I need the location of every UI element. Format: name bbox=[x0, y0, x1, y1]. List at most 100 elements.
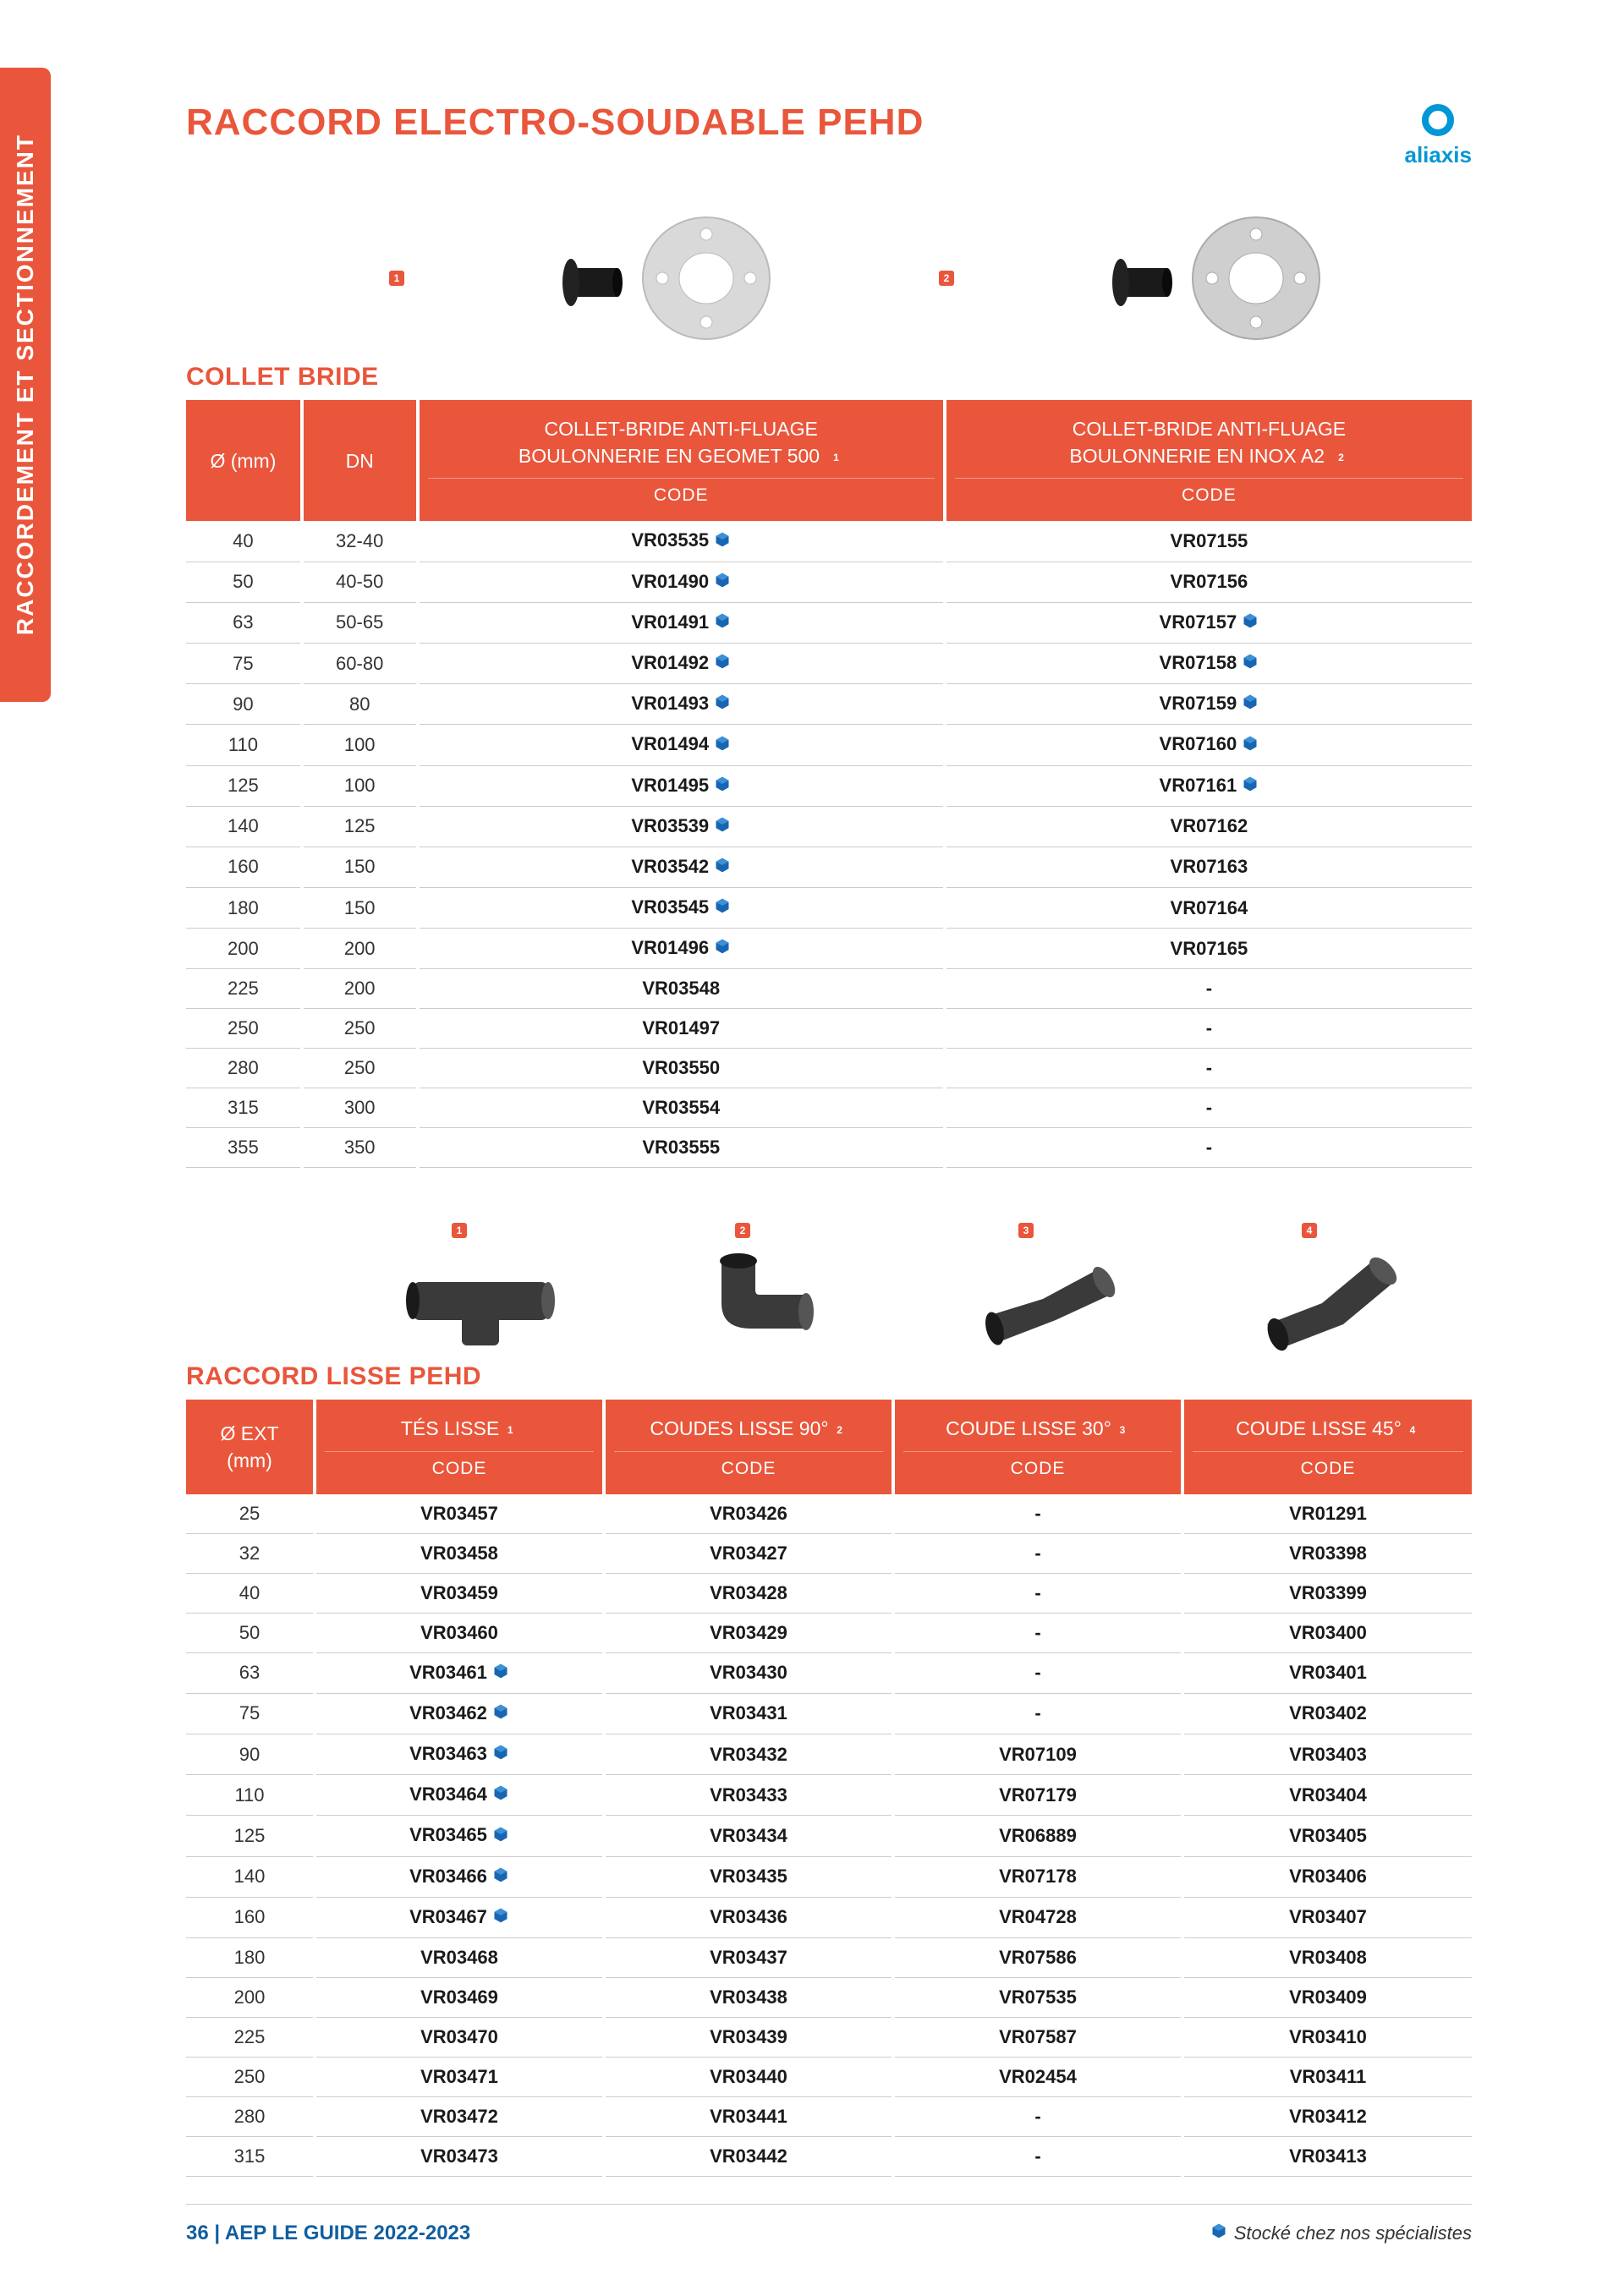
table-row: 140VR03466VR03435VR07178VR03406 bbox=[186, 1856, 1472, 1897]
cell-c4: VR03398 bbox=[1182, 1533, 1472, 1573]
table-row: 355350VR03555- bbox=[186, 1128, 1472, 1168]
table-row: 160VR03467VR03436VR04728VR03407 bbox=[186, 1897, 1472, 1937]
cell-diam: 40 bbox=[186, 1573, 315, 1613]
table-row: 50VR03460VR03429-VR03400 bbox=[186, 1613, 1472, 1652]
table-row: 200VR03469VR03438VR07535VR03409 bbox=[186, 1977, 1472, 2017]
table-row: 160150VR03542VR07163 bbox=[186, 847, 1472, 887]
stock-icon bbox=[714, 612, 731, 634]
cell-code2: VR07155 bbox=[945, 521, 1472, 562]
guide-text: AEP LE GUIDE 2022-2023 bbox=[225, 2222, 470, 2244]
cell-c2: VR03428 bbox=[604, 1573, 893, 1613]
cell-c4: VR03411 bbox=[1182, 2057, 1472, 2096]
cell-dn: 80 bbox=[302, 684, 418, 725]
cell-code2: VR07161 bbox=[945, 765, 1472, 806]
product-image-elbow45: 4 bbox=[1188, 1236, 1472, 1354]
cell-code2: - bbox=[945, 969, 1472, 1009]
table-row: 75VR03462VR03431-VR03402 bbox=[186, 1693, 1472, 1734]
elbow90-icon bbox=[679, 1236, 848, 1354]
cell-code2: VR07163 bbox=[945, 847, 1472, 887]
num-badge-6: 4 bbox=[1302, 1223, 1317, 1238]
cell-c3: - bbox=[893, 1613, 1182, 1652]
section2-title: RACCORD LISSE PEHD bbox=[186, 1362, 1472, 1391]
cell-diam: 125 bbox=[186, 1816, 315, 1856]
table-row: 63VR03461VR03430-VR03401 bbox=[186, 1652, 1472, 1693]
cell-c1: VR03460 bbox=[315, 1613, 604, 1652]
cell-diam: 200 bbox=[186, 929, 302, 969]
table-row: 200200VR01496VR07165 bbox=[186, 929, 1472, 969]
stock-icon bbox=[492, 1907, 509, 1929]
num-badge-4: 2 bbox=[735, 1223, 750, 1238]
cell-c4: VR03409 bbox=[1182, 1977, 1472, 2017]
table-collet-bride: Ø (mm) DN COLLET-BRIDE ANTI-FLUAGE BOULO… bbox=[186, 400, 1472, 1168]
cell-code2: VR07165 bbox=[945, 929, 1472, 969]
cell-c1: VR03468 bbox=[315, 1937, 604, 1977]
cell-dn: 150 bbox=[302, 888, 418, 929]
stock-icon bbox=[714, 653, 731, 675]
footer-left: 36 | AEP LE GUIDE 2022-2023 bbox=[186, 2222, 470, 2245]
cell-c4: VR03408 bbox=[1182, 1937, 1472, 1977]
cell-code2: VR07162 bbox=[945, 806, 1472, 847]
product-image-tee: 1 bbox=[338, 1236, 622, 1354]
cell-diam: 50 bbox=[186, 1613, 315, 1652]
table-row: 280VR03472VR03441-VR03412 bbox=[186, 2096, 1472, 2136]
stock-icon bbox=[714, 693, 731, 715]
th2-c2: COUDES LISSE 90°2 CODE bbox=[604, 1400, 893, 1493]
table-row: 140125VR03539VR07162 bbox=[186, 806, 1472, 847]
product-image-1: 1 bbox=[406, 202, 922, 354]
stock-icon bbox=[714, 775, 731, 797]
cell-c3: - bbox=[893, 1693, 1182, 1734]
cell-code2: - bbox=[945, 1009, 1472, 1049]
stock-icon bbox=[714, 531, 731, 553]
cell-diam: 250 bbox=[186, 2057, 315, 2096]
table-row: 90VR03463VR03432VR07109VR03403 bbox=[186, 1734, 1472, 1775]
cell-diam: 180 bbox=[186, 888, 302, 929]
stock-icon bbox=[1242, 693, 1259, 715]
cell-c3: VR07587 bbox=[893, 2017, 1182, 2057]
cell-diam: 160 bbox=[186, 1897, 315, 1937]
cell-dn: 125 bbox=[302, 806, 418, 847]
table-row: 32VR03458VR03427-VR03398 bbox=[186, 1533, 1472, 1573]
cell-c2: VR03431 bbox=[604, 1693, 893, 1734]
cell-dn: 32-40 bbox=[302, 521, 418, 562]
cell-dn: 200 bbox=[302, 969, 418, 1009]
header-badge-1: 1 bbox=[828, 450, 843, 465]
stock-icon bbox=[714, 938, 731, 960]
table-row: 5040-50VR01490VR07156 bbox=[186, 562, 1472, 602]
cell-diam: 63 bbox=[186, 1652, 315, 1693]
cell-c3: VR07586 bbox=[893, 1937, 1182, 1977]
flange-icon bbox=[1095, 202, 1332, 354]
cell-c1: VR03458 bbox=[315, 1533, 604, 1573]
stock-icon bbox=[714, 857, 731, 879]
table-row: 125100VR01495VR07161 bbox=[186, 765, 1472, 806]
cell-code2: VR07160 bbox=[945, 725, 1472, 765]
table-row: 9080VR01493VR07159 bbox=[186, 684, 1472, 725]
cell-c2: VR03441 bbox=[604, 2096, 893, 2136]
cell-c3: - bbox=[893, 1533, 1182, 1573]
cell-c1: VR03459 bbox=[315, 1573, 604, 1613]
cell-c2: VR03426 bbox=[604, 1494, 893, 1534]
cell-diam: 63 bbox=[186, 602, 302, 643]
flange-icon bbox=[546, 202, 782, 354]
cell-c1: VR03466 bbox=[315, 1856, 604, 1897]
stock-icon bbox=[1210, 2222, 1227, 2244]
cell-c2: VR03440 bbox=[604, 2057, 893, 2096]
cell-c4: VR03405 bbox=[1182, 1816, 1472, 1856]
cell-c2: VR03432 bbox=[604, 1734, 893, 1775]
cell-c2: VR03433 bbox=[604, 1775, 893, 1816]
cell-diam: 110 bbox=[186, 1775, 315, 1816]
stock-icon bbox=[492, 1784, 509, 1806]
table-row: 180VR03468VR03437VR07586VR03408 bbox=[186, 1937, 1472, 1977]
table-row: 280250VR03550- bbox=[186, 1049, 1472, 1088]
cell-c4: VR01291 bbox=[1182, 1494, 1472, 1534]
th-diam: Ø (mm) bbox=[186, 400, 302, 521]
th2-c3: COUDE LISSE 30°3 CODE bbox=[893, 1400, 1182, 1493]
cell-c1: VR03461 bbox=[315, 1652, 604, 1693]
product-image-elbow90: 2 bbox=[622, 1236, 905, 1354]
num-badge-3: 1 bbox=[452, 1223, 467, 1238]
cell-diam: 110 bbox=[186, 725, 302, 765]
cell-diam: 250 bbox=[186, 1009, 302, 1049]
brand-logo: aliaxis bbox=[1404, 101, 1472, 168]
cell-dn: 100 bbox=[302, 725, 418, 765]
th2-diam: Ø EXT (mm) bbox=[186, 1400, 315, 1493]
cell-diam: 225 bbox=[186, 969, 302, 1009]
